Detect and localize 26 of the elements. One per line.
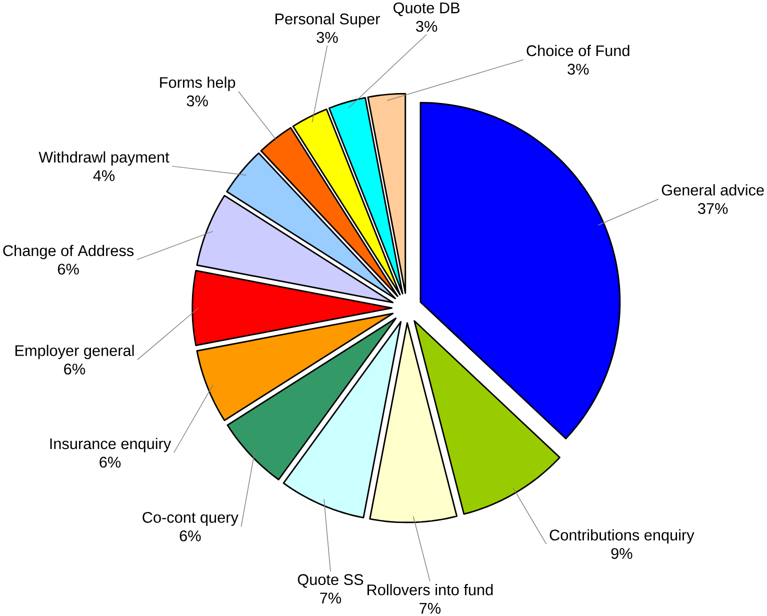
slice-label: Personal Super — [276, 13, 380, 28]
data-label: 6% — [180, 530, 201, 542]
data-label: 6% — [100, 456, 121, 468]
slice-label: Change of Address — [3, 244, 134, 260]
data-label: 3% — [416, 20, 438, 32]
slice-label: Co-cont query — [142, 512, 238, 526]
slice-label: Rollovers into fund — [368, 584, 493, 596]
data-label: 3% — [316, 32, 338, 43]
slice-label: Contributions enquiry — [550, 529, 694, 544]
data-label: 3% — [186, 95, 208, 106]
data-label: 6% — [64, 364, 86, 374]
slice-label: Forms help — [160, 76, 236, 91]
slice-label: Employer general — [15, 344, 134, 360]
data-label: 7% — [420, 602, 441, 614]
data-label: 37% — [698, 203, 728, 214]
slice-label: Choice of Fund — [526, 44, 630, 56]
data-label: 3% — [568, 64, 589, 75]
data-label: 4% — [93, 170, 115, 181]
slice-label: Quote SS — [298, 574, 364, 588]
slice-label: Quote DB — [394, 2, 460, 16]
data-label: 9% — [611, 548, 632, 559]
slice-label: General advice — [662, 184, 764, 196]
slice-label: Insurance enquiry — [50, 438, 172, 452]
data-label: 7% — [320, 592, 342, 604]
slice-label: Withdrawl payment — [38, 151, 170, 166]
data-label: 6% — [58, 264, 79, 275]
